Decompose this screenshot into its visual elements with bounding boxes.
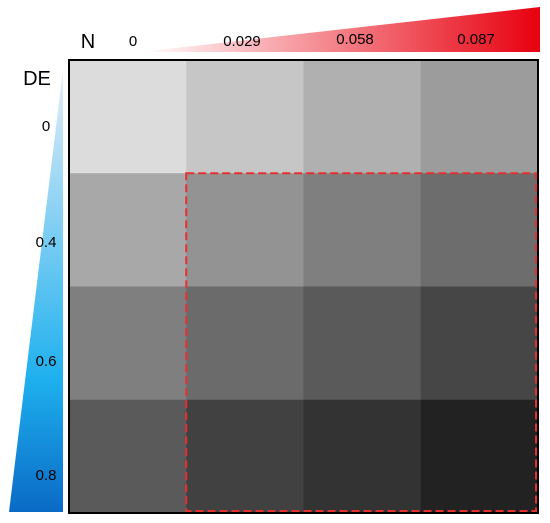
grid-cell xyxy=(303,399,422,514)
grid-cell xyxy=(303,173,422,287)
grid-cell xyxy=(303,60,422,174)
grid-cell xyxy=(420,399,539,514)
grid-cell xyxy=(69,286,187,401)
grid-cell xyxy=(186,399,304,514)
grid-cell xyxy=(420,286,539,401)
de-tick-label: 0.4 xyxy=(36,234,57,251)
de-tick-label: 0.8 xyxy=(36,467,57,484)
grid-cell xyxy=(303,286,422,401)
grid-cells xyxy=(69,60,539,514)
grid-cell xyxy=(69,173,187,287)
grid-border xyxy=(68,59,539,514)
n-axis-symbol: N xyxy=(81,31,95,53)
grid-cell xyxy=(186,60,304,174)
de-tick-label: 0.6 xyxy=(36,353,57,370)
n-tick-label: 0.058 xyxy=(336,31,374,48)
de-gradient-wedge xyxy=(9,70,63,512)
n-tick-label: 0.029 xyxy=(223,33,261,50)
n-gradient-wedge xyxy=(140,7,540,52)
n-tick-label: 0 xyxy=(129,33,137,50)
de-tick-label: 0 xyxy=(42,118,50,135)
grid-cell xyxy=(186,173,304,287)
highlight-region xyxy=(185,172,537,512)
grid-cell xyxy=(420,60,539,174)
grid-cell xyxy=(186,286,304,401)
grid-cell xyxy=(69,60,187,174)
grid-cell xyxy=(69,399,187,514)
n-tick-label: 0.087 xyxy=(457,31,495,48)
de-axis-symbol: DE xyxy=(23,68,51,90)
grid-cell xyxy=(420,173,539,287)
